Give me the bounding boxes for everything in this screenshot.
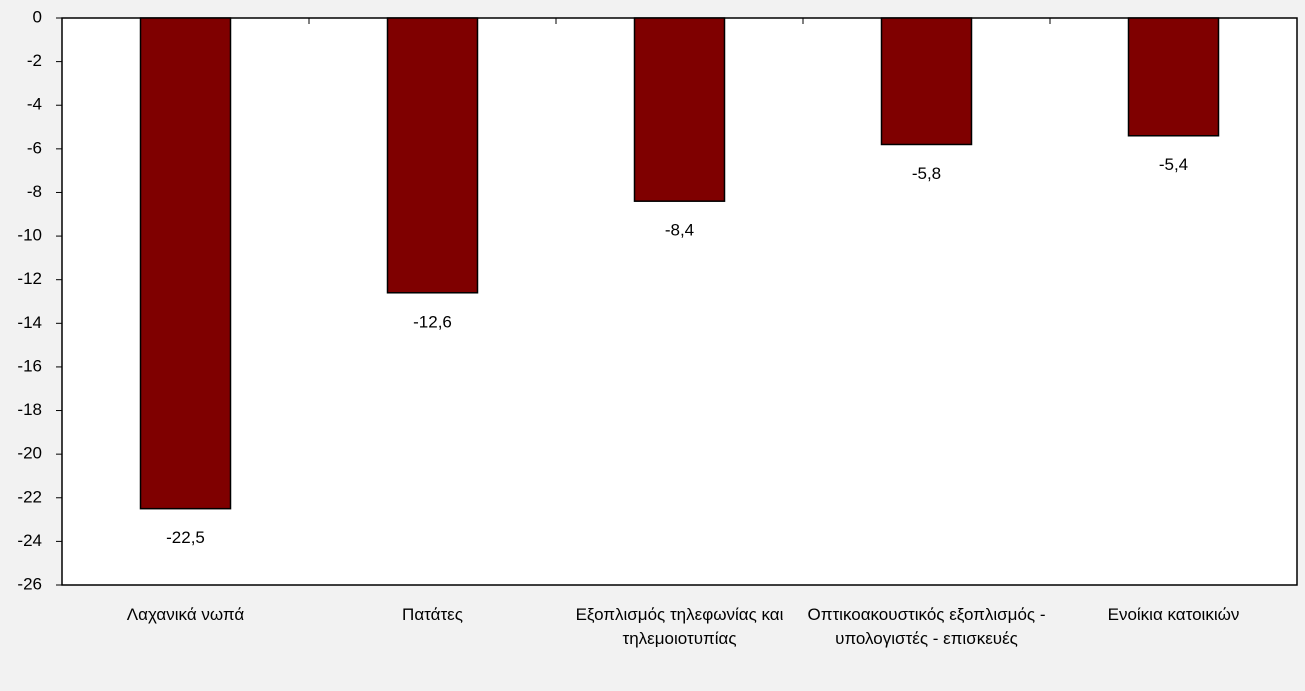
y-tick-label: -18 [17, 400, 42, 419]
value-label: -22,5 [166, 528, 205, 547]
y-tick-label: -4 [27, 95, 42, 114]
bar [633, 17, 726, 202]
y-tick-label: -16 [17, 356, 42, 375]
value-label: -8,4 [665, 221, 694, 240]
y-tick-label: -14 [17, 313, 42, 332]
y-tick-label: -20 [17, 444, 42, 463]
x-tick-label: Ενοίκια κατοικιών [1107, 605, 1240, 624]
x-tick-label: Εξοπλισμός τηλεφωνίας και τηλεμοιοτυπίας [575, 605, 784, 648]
x-tick-label: Πατάτες [402, 605, 463, 624]
y-tick-label: -10 [17, 226, 42, 245]
x-tick-label: Λαχανικά νωπά [126, 605, 245, 624]
value-label: -12,6 [413, 312, 452, 331]
y-tick-label: -26 [17, 574, 42, 593]
y-tick-label: -2 [27, 51, 42, 70]
y-tick-label: -6 [27, 138, 42, 157]
bar [139, 17, 232, 510]
y-tick-label: -12 [17, 269, 42, 288]
value-label: -5,8 [912, 164, 941, 183]
y-tick-label: 0 [33, 7, 42, 26]
x-tick-label: Οπτικοακουστικός εξοπλισμός - υπολογιστέ… [807, 605, 1046, 648]
y-tick-label: -24 [17, 531, 42, 550]
bar [386, 17, 479, 294]
y-tick-label: -8 [27, 182, 42, 201]
value-label: -5,4 [1159, 155, 1188, 174]
y-tick-label: -22 [17, 487, 42, 506]
bar [880, 17, 973, 146]
bar [1127, 17, 1220, 137]
